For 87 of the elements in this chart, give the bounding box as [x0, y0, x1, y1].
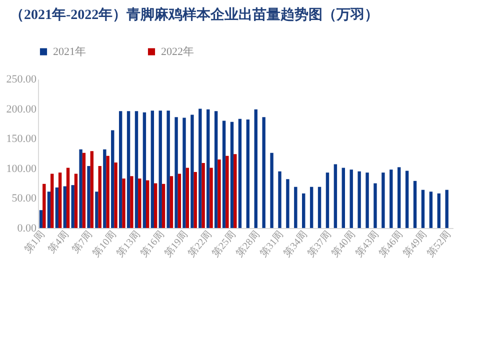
bar: [413, 180, 417, 228]
bar: [122, 178, 126, 228]
bar: [186, 168, 189, 228]
bar: [226, 156, 229, 228]
bar: [198, 108, 202, 228]
bar: [310, 186, 314, 228]
y-tick-label: 100.00: [6, 162, 37, 175]
bar: [103, 149, 106, 228]
bar: [286, 179, 290, 228]
bar: [90, 151, 94, 228]
bar: [142, 112, 146, 228]
bar: [270, 152, 274, 228]
legend-label: 2022年: [161, 46, 194, 58]
bar: [374, 183, 377, 228]
bar: [238, 118, 242, 228]
bar: [222, 120, 226, 228]
bar: [126, 111, 130, 228]
bar: [42, 184, 46, 228]
y-tick-label: 0.00: [17, 222, 37, 234]
bar: [234, 154, 237, 228]
bar: [87, 166, 90, 228]
bar: [74, 174, 78, 228]
bar: [138, 178, 142, 228]
bar: [218, 159, 221, 228]
bar: [302, 193, 306, 228]
bar: [178, 174, 182, 228]
y-tick-label: 250.00: [6, 74, 37, 86]
y-tick-label: 200.00: [6, 103, 37, 116]
bar: [382, 172, 385, 228]
bar: [342, 168, 345, 228]
bar: [170, 176, 174, 228]
bar: [182, 118, 186, 228]
bar: [398, 167, 401, 228]
bar: [350, 170, 353, 228]
bar: [210, 168, 213, 228]
bar: [114, 162, 118, 228]
x-tick-label: 第4周: [46, 228, 72, 256]
legend-label: 2021年: [53, 46, 86, 58]
bar: [63, 186, 66, 228]
bar: [246, 120, 250, 228]
bar: [174, 117, 178, 228]
bar: [202, 163, 205, 228]
bar: [206, 109, 210, 228]
bar: [55, 187, 59, 228]
bar: [58, 172, 62, 228]
bar: [130, 176, 134, 228]
bar: [118, 111, 122, 228]
bar: [445, 190, 448, 228]
bar: [429, 192, 433, 228]
bar: [146, 180, 150, 228]
bar: [82, 152, 86, 228]
bar: [358, 171, 361, 228]
bar: [134, 111, 138, 228]
bar: [318, 186, 322, 228]
bar: [262, 117, 266, 228]
bar: [166, 110, 170, 228]
bar: [106, 156, 110, 228]
bar: [98, 166, 102, 228]
bar: [230, 122, 234, 228]
bar: [79, 149, 82, 228]
bar: [254, 109, 258, 228]
bar: [162, 184, 166, 228]
bar: [326, 172, 330, 228]
bar: [150, 110, 154, 228]
bar: [190, 114, 194, 228]
bar: [154, 183, 158, 228]
bar: [334, 164, 338, 228]
y-tick-label: 50.00: [12, 192, 37, 205]
bar: [437, 193, 440, 228]
bar: [421, 190, 425, 228]
bar: [39, 210, 43, 228]
bar: [405, 170, 409, 228]
bar: [71, 185, 74, 228]
bar: [294, 186, 298, 228]
bar: [390, 170, 393, 228]
y-tick-label: 150.00: [6, 133, 37, 146]
bar: [47, 192, 51, 228]
bar: [50, 174, 54, 228]
bar: [194, 172, 197, 228]
bar: [111, 130, 114, 228]
bar: [158, 110, 162, 228]
bar: [214, 111, 218, 228]
bar: [95, 192, 98, 228]
chart-title: （2021年-2022年）青脚麻鸡样本企业出苗量趋势图（万羽）: [10, 6, 379, 23]
bar: [66, 168, 70, 228]
bar: [366, 172, 369, 228]
bar: [278, 171, 282, 228]
